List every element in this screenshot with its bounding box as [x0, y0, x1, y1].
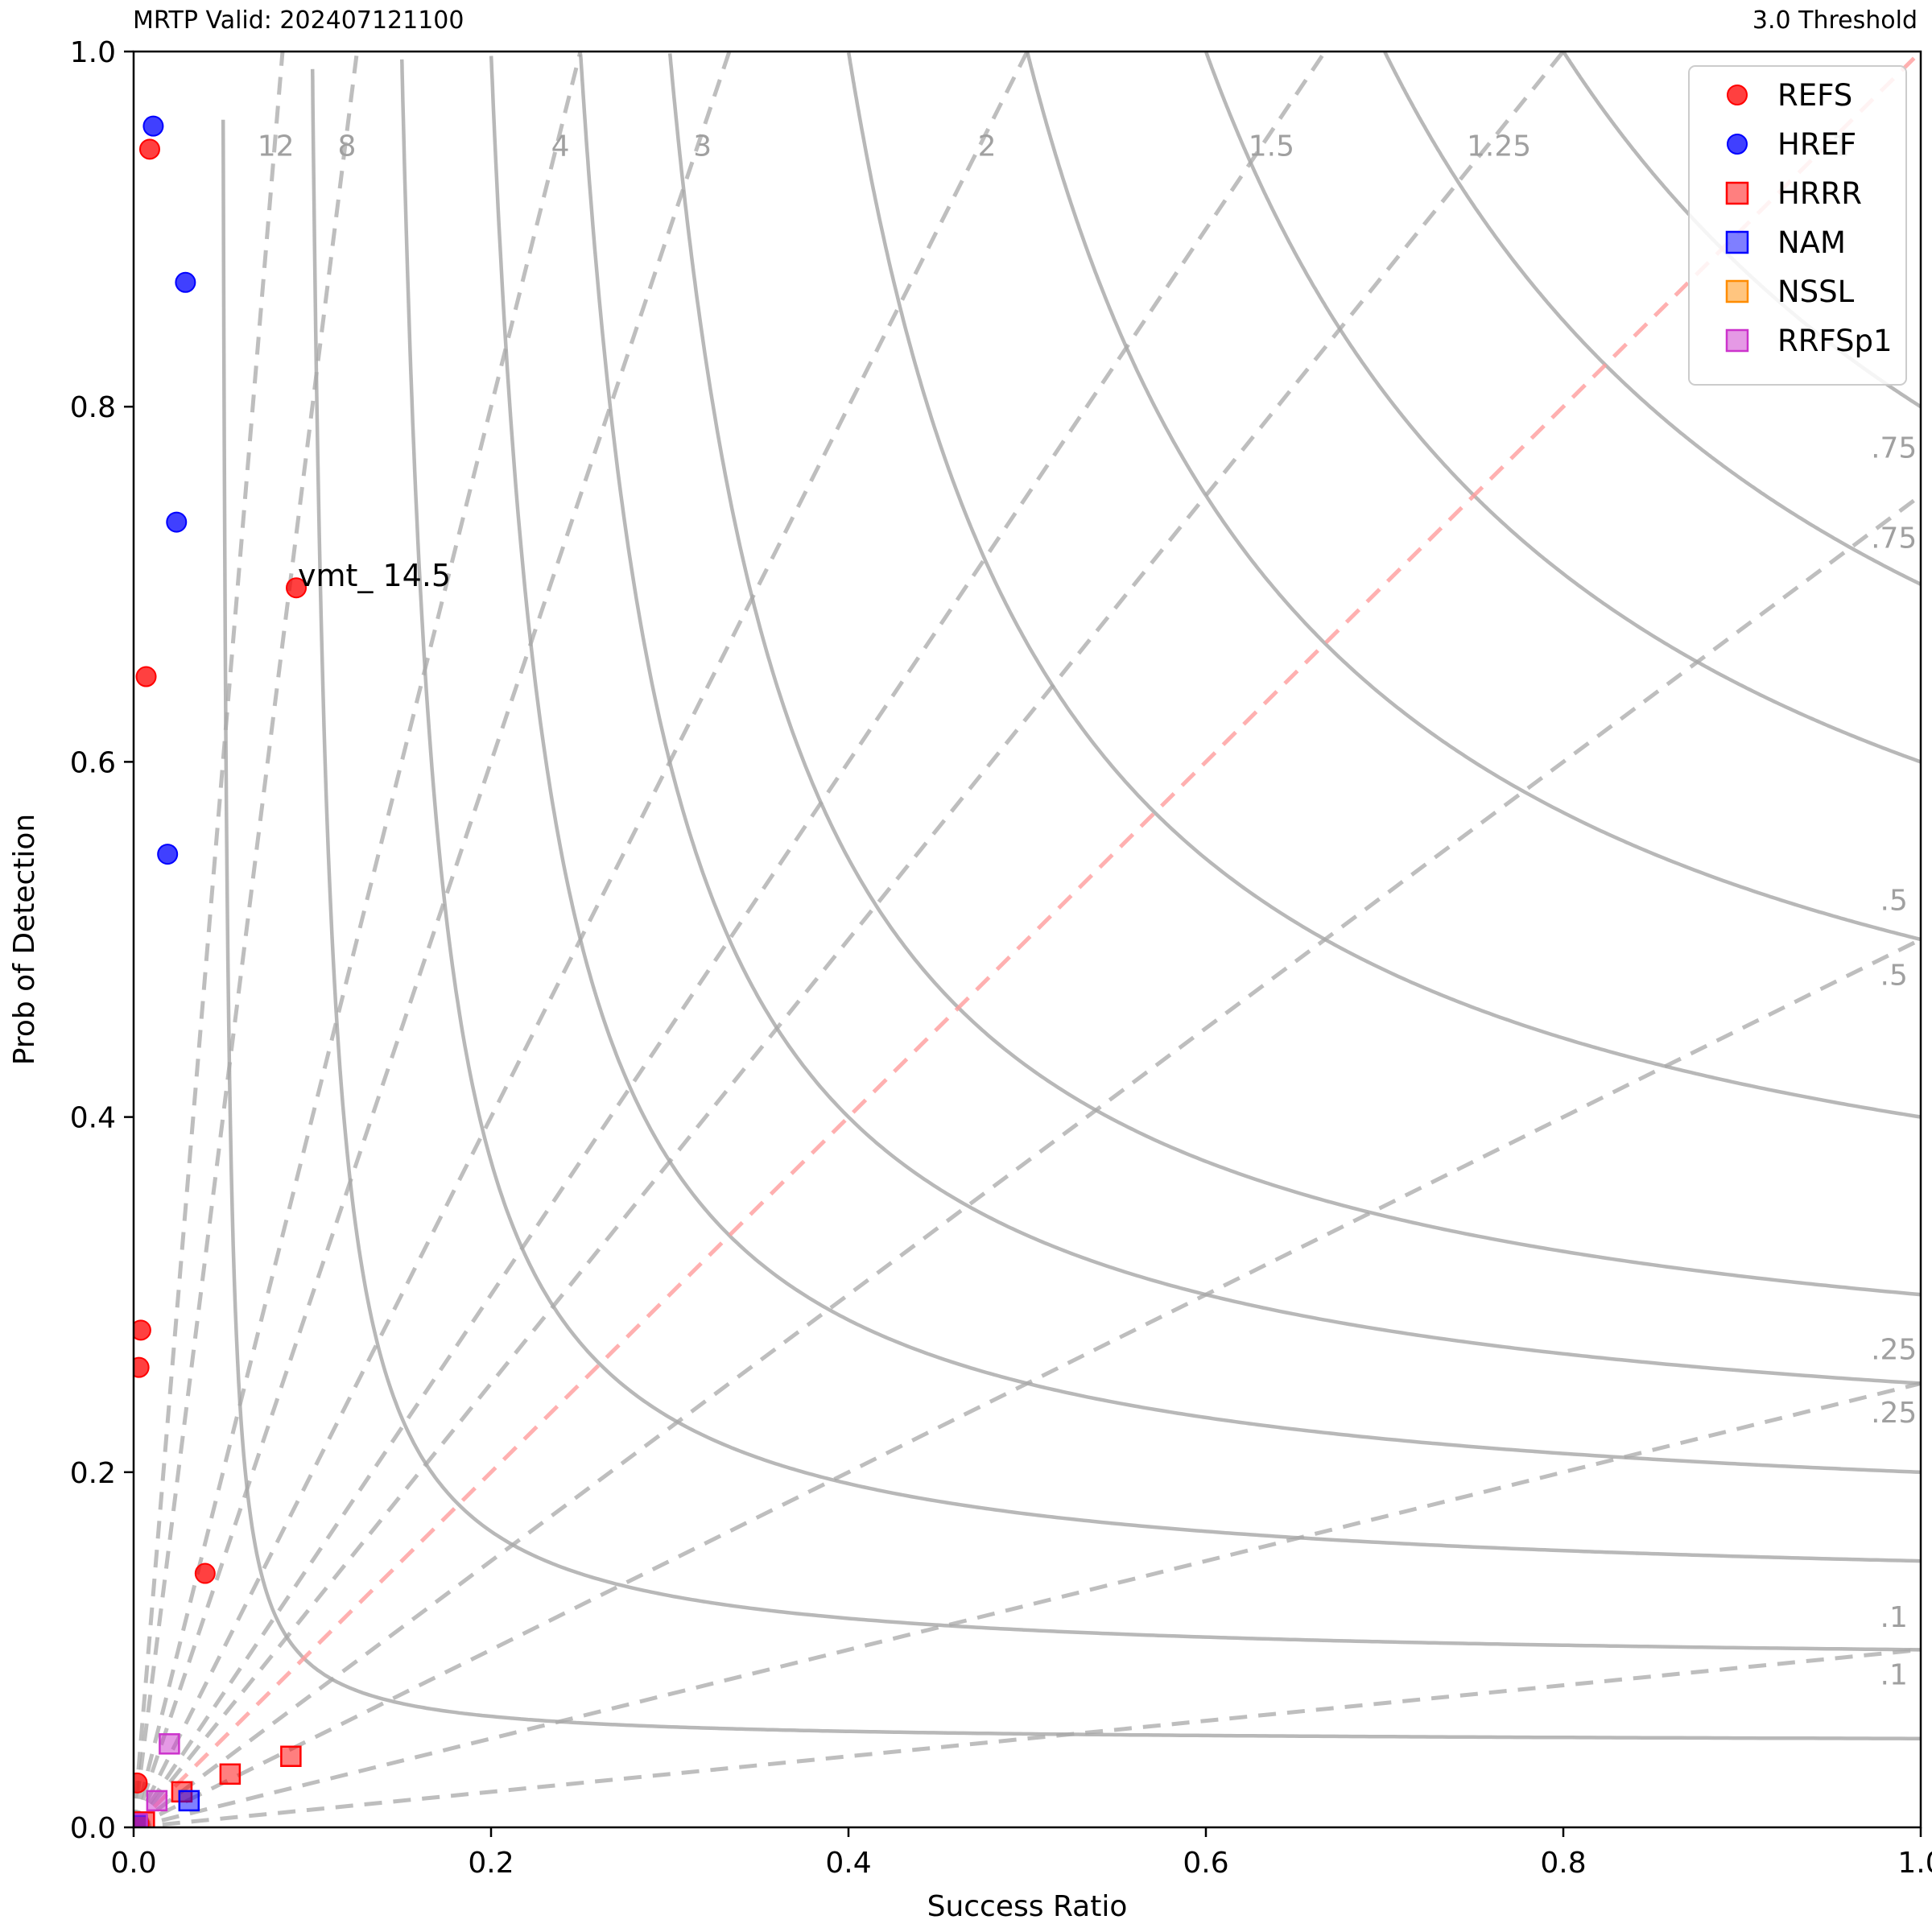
bias-label: 2 [978, 130, 997, 163]
bias-line [134, 52, 583, 1827]
bias-line [134, 52, 1921, 1827]
legend-label: HRRR [1777, 176, 1862, 211]
csi-contour [399, 59, 1921, 1563]
csi-label: .25 [1871, 1333, 1917, 1366]
point-refs [194, 1563, 216, 1584]
legend: REFS HREF HRRR NAM NSSL RRFSp1 [1688, 65, 1907, 386]
bias-label: 3 [693, 130, 712, 163]
point-refs [134, 1356, 150, 1378]
x-tick-label: 0.0 [110, 1847, 156, 1880]
bias-line [134, 493, 1921, 1827]
legend-label: RRFSp1 [1777, 324, 1893, 358]
point-refs [138, 138, 160, 160]
x-tick-label: 0.2 [468, 1847, 514, 1880]
point-rrfsp1 [134, 1813, 148, 1827]
point-href [142, 115, 164, 137]
csi-contour [489, 56, 1921, 1475]
axes: 0.0 0.2 0.4 0.6 0.8 1.0 0.0 0.2 0.4 0.6 0.8 1.0 Succ… [8, 36, 1932, 1923]
csi-contour [310, 68, 1921, 1652]
csi-contour [846, 52, 1921, 1119]
bias-line [134, 52, 1328, 1827]
chart-subtitle-left: MRTP Valid: 202407121100 [133, 6, 464, 35]
point-refs [134, 1319, 151, 1341]
x-axis-label: Success Ratio [927, 1890, 1128, 1923]
y-axis-label: Prob of Detection [8, 814, 41, 1065]
csi-contour [221, 119, 1921, 1740]
data-points [134, 115, 308, 1827]
legend-marker [1725, 230, 1749, 254]
csi-contour [578, 54, 1921, 1385]
y-tick-label: 0.6 [70, 746, 116, 779]
point-hrrr [280, 1745, 302, 1768]
bias-label: .1 [1880, 1659, 1908, 1692]
y-tick-label: 0.2 [70, 1457, 116, 1490]
bias-label: 8 [338, 130, 357, 163]
legend-marker [1727, 85, 1748, 105]
legend-label: NSSL [1777, 275, 1855, 309]
csi-label: .5 [1880, 885, 1908, 918]
y-tick-label: 0.0 [70, 1812, 116, 1845]
legend-marker [1727, 134, 1748, 155]
csi-contour [1204, 52, 1921, 764]
x-tick-label: 0.8 [1540, 1847, 1586, 1880]
bias-line [134, 937, 1921, 1827]
point-refs [135, 666, 157, 687]
csi-label: .1 [1880, 1601, 1908, 1634]
point-rrfsp1 [146, 1790, 168, 1812]
bias-label: 4 [551, 130, 570, 163]
x-tick-label: 1.0 [1897, 1847, 1932, 1880]
point-rrfsp1 [159, 1733, 180, 1755]
bias-label: .75 [1871, 522, 1917, 555]
bias-line [134, 52, 1567, 1827]
plot-frame [132, 50, 1922, 1829]
point-href [175, 271, 196, 293]
bias-label: 1.25 [1467, 130, 1531, 163]
legend-marker [1725, 181, 1749, 205]
bias-line [134, 52, 732, 1827]
legend-label: REFS [1777, 78, 1852, 113]
bias-line [134, 52, 360, 1827]
y-tick-label: 0.4 [70, 1102, 116, 1135]
legend-marker [1725, 328, 1749, 353]
point-refs [286, 577, 308, 599]
bias-line [134, 1381, 1921, 1827]
point-hrrr [219, 1763, 242, 1785]
point-href [166, 511, 188, 533]
csi-contour [1026, 52, 1921, 942]
bias-label: 12 [258, 130, 295, 163]
csi-label: .75 [1871, 431, 1917, 464]
reference-lines [134, 52, 1921, 1827]
bias-label: .5 [1880, 960, 1908, 993]
chart-subtitle-right: 3.0 Threshold [1752, 6, 1918, 35]
point-refs [134, 1772, 148, 1794]
bias-label: .25 [1871, 1397, 1917, 1430]
bias-line [134, 52, 1030, 1827]
bias-line [134, 1647, 1921, 1827]
legend-label: NAM [1777, 225, 1846, 260]
point-href [157, 844, 179, 865]
x-tick-label: 0.4 [825, 1847, 871, 1880]
point-nam [178, 1790, 200, 1812]
x-tick-label: 0.6 [1183, 1847, 1228, 1880]
y-tick-label: 0.8 [70, 391, 116, 424]
csi-contour [1383, 52, 1921, 587]
bias-line [134, 52, 285, 1827]
bias-label: 1.5 [1249, 130, 1294, 163]
legend-label: HREF [1777, 127, 1856, 162]
annotations: vmt_ 14.5 [298, 558, 451, 593]
point-annotation: vmt_ 14.5 [298, 558, 451, 593]
legend-marker [1725, 279, 1749, 303]
y-tick-label: 1.0 [70, 36, 116, 69]
